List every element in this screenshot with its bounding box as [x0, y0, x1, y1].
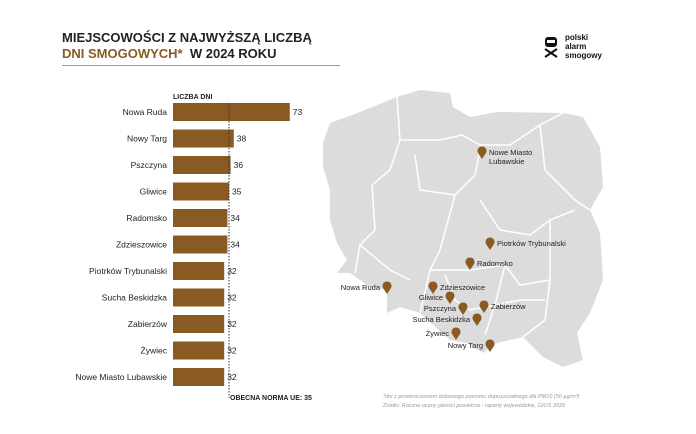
map-pin-icon: [445, 291, 455, 304]
category-label: Nowa Ruda: [123, 107, 168, 117]
map-pin-icon: [485, 237, 495, 250]
pin-label: Nowa Ruda: [341, 283, 381, 292]
title-rest: W 2024 ROKU: [189, 46, 277, 61]
reference-label: OBECNA NORMA UE: 35: [230, 395, 312, 402]
pin-label: Zdzieszowice: [440, 283, 485, 292]
bar: [173, 156, 231, 174]
logo-text-1: polski: [565, 33, 589, 42]
map-pin-icon: [451, 327, 461, 340]
map-pin-icon: [382, 281, 392, 294]
bar: [173, 129, 234, 148]
category-label: Zabierzów: [128, 319, 168, 329]
value-label: 32: [227, 293, 237, 303]
bar: [173, 262, 225, 280]
map-pin-icon: [472, 313, 482, 326]
value-label: 32: [227, 372, 237, 382]
bar: [173, 182, 229, 201]
footnote: *dni z przekroczeniem dobowego poziomu d…: [383, 393, 579, 411]
bar: [173, 368, 225, 386]
footnote-definition: *dni z przekroczeniem dobowego poziomu d…: [383, 394, 580, 400]
value-label: 34: [230, 240, 240, 250]
category-label: Gliwice: [140, 187, 168, 197]
pin-label: Pszczyna: [424, 304, 457, 313]
title-divider: [62, 65, 340, 66]
footnote-source: Źródło: Roczne oceny jakości powietrza -…: [383, 403, 566, 409]
category-label: Sucha Beskidzka: [102, 293, 167, 303]
category-label: Żywiec: [141, 346, 168, 356]
value-label: 32: [227, 319, 237, 329]
map-pin-icon: [458, 302, 468, 315]
bar: [173, 288, 225, 307]
value-label: 32: [227, 346, 237, 356]
value-label: 34: [230, 213, 240, 223]
pin-label: Żywiec: [426, 329, 450, 338]
title-highlight: DNI SMOGOWYCH*: [62, 46, 183, 61]
pin-label: Radomsko: [477, 259, 513, 268]
value-label: 36: [234, 160, 244, 170]
map-pin-icon: [428, 281, 438, 294]
map-pin-icon: [465, 257, 475, 270]
axis-label: LICZBA DNI: [173, 94, 212, 101]
category-label: Piotrków Trybunalski: [89, 266, 167, 276]
pin-label: Nowy Targ: [448, 341, 483, 350]
pin-label: Lubawskie: [489, 157, 524, 166]
map-pin-icon: [485, 339, 495, 352]
bar: [173, 103, 290, 121]
logo-text-3: smogowy: [565, 51, 602, 60]
region-borders: [354, 96, 591, 338]
category-label: Zdzieszowice: [116, 240, 167, 250]
category-label: Nowe Miasto Lubawskie: [75, 372, 167, 382]
pin-label: Zabierzów: [491, 302, 526, 311]
pin-label: Gliwice: [419, 293, 443, 302]
category-label: Radomsko: [126, 213, 167, 223]
map-pin-icon: [477, 146, 487, 159]
value-label: 35: [232, 187, 242, 197]
bar: [173, 315, 225, 333]
value-label: 73: [293, 107, 303, 117]
logo-text-2: alarm: [565, 42, 587, 51]
pin-label: Nowe Miasto: [489, 148, 532, 157]
page-title: MIEJSCOWOŚCI Z NAJWYŻSZĄ LICZBĄ DNI SMOG…: [62, 30, 312, 62]
pin-label: Sucha Beskidzka: [412, 315, 470, 324]
category-label: Pszczyna: [131, 160, 168, 170]
category-label: Nowy Targ: [127, 134, 167, 144]
poland-map: [323, 90, 603, 367]
map-pin-icon: [479, 300, 489, 313]
bar: [173, 209, 228, 227]
pin-label: Piotrków Trybunalski: [497, 239, 566, 248]
value-label: 32: [227, 266, 237, 276]
bar: [173, 341, 225, 360]
logo: polski alarm smogowy: [543, 33, 602, 60]
bar: [173, 235, 228, 254]
gas-mask-icon: [544, 36, 558, 58]
value-label: 38: [237, 134, 247, 144]
title-line1: MIEJSCOWOŚCI Z NAJWYŻSZĄ LICZBĄ: [62, 30, 312, 45]
